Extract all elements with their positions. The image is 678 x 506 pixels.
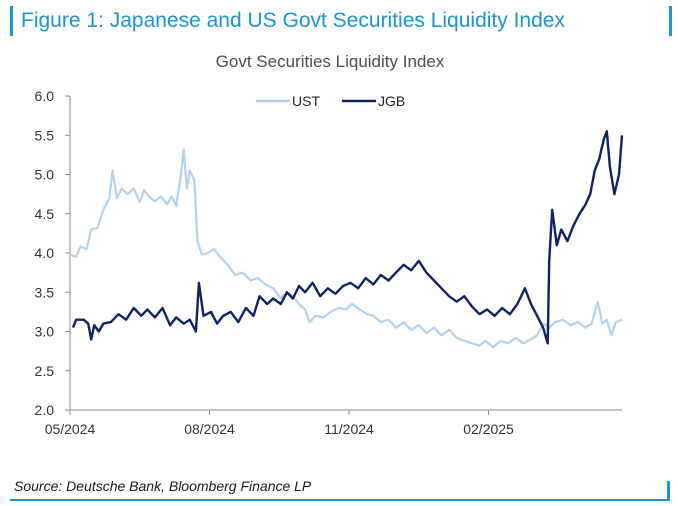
legend-label-jgb: JGB	[378, 93, 405, 109]
series-line-jgb	[71, 130, 624, 345]
x-tick-label: 11/2024	[324, 421, 374, 437]
y-tick-label: 3.5	[35, 284, 55, 300]
y-tick-label: 2.0	[35, 402, 55, 418]
y-tick-label: 3.0	[35, 324, 55, 340]
figure-title: Figure 1: Japanese and US Govt Securitie…	[10, 6, 565, 36]
x-tick-label: 08/2024	[184, 421, 235, 437]
y-tick-label: 2.5	[35, 363, 55, 379]
chart-legend: UST JGB	[256, 93, 405, 109]
x-tick-label: 05/2024	[45, 421, 96, 437]
y-axis: 2.0 2.5 3.0 3.5 4.0 4.5 5.0 5.5 6.0	[35, 88, 71, 418]
y-tick-label: 5.0	[35, 167, 55, 183]
chart-title: Govt Securities Liquidity Index	[216, 52, 445, 71]
y-tick-label: 5.5	[35, 127, 55, 143]
y-tick-label: 4.0	[35, 245, 55, 261]
source-note: Source: Deutsche Bank, Bloomberg Finance…	[14, 478, 312, 494]
legend-label-ust: UST	[292, 93, 320, 109]
source-rule-end	[667, 481, 670, 501]
source-rule	[10, 499, 670, 501]
y-tick-label: 6.0	[35, 88, 55, 104]
figure-title-rule	[669, 6, 672, 36]
x-axis: 05/2024 08/2024 11/2024 02/2025	[45, 409, 622, 437]
y-tick-label: 4.5	[35, 206, 55, 222]
series-layer	[69, 130, 624, 349]
x-tick-label: 02/2025	[463, 421, 514, 437]
series-line-ust	[69, 148, 623, 349]
